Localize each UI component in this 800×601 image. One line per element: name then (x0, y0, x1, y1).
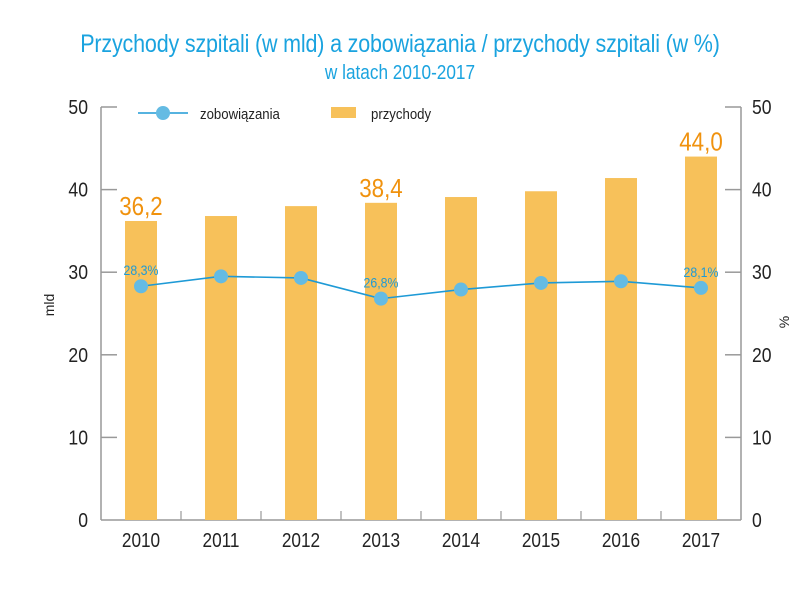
line-point-2013 (374, 291, 388, 306)
line-point-2016 (614, 274, 628, 289)
y-tick-label-left: 30 (68, 261, 88, 283)
bar-2011 (205, 216, 237, 521)
legend-label-zobowiazania: zobowiązania (200, 105, 280, 122)
line-point-2014 (454, 282, 468, 297)
legend-label-przychody: przychody (371, 105, 432, 122)
line-value-label: 26,8% (364, 275, 399, 291)
line-point-2012 (294, 270, 308, 285)
bar-2012 (285, 206, 317, 520)
line-value-label: 28,3% (124, 263, 159, 279)
x-tick-label: 2016 (602, 529, 640, 552)
y-tick-label-left: 50 (68, 96, 88, 118)
legend-marker-swatch (156, 106, 170, 120)
line-point-2017 (694, 280, 708, 295)
bar-2010 (125, 220, 157, 520)
legend: zobowiązania przychody (138, 105, 432, 122)
chart-subtitle: w latach 2010-2017 (324, 62, 476, 84)
x-tick-label: 2012 (282, 529, 320, 552)
x-tick-label: 2017 (682, 529, 720, 552)
y-tick-label-right: 40 (752, 179, 772, 201)
y-tick-label-right: 10 (752, 426, 772, 448)
line-value-label: 28,1% (684, 264, 719, 280)
data-labels: 36,2 38,4 44,0 28,3% 26,8% 28,1% (119, 128, 722, 291)
bar-2013 (365, 202, 397, 521)
bar-value-label: 44,0 (679, 128, 722, 157)
x-tick-label: 2013 (362, 529, 400, 552)
x-tick-label: 2014 (442, 529, 480, 552)
line-path (140, 275, 702, 300)
legend-bar-swatch (331, 107, 356, 118)
x-tick-label: 2011 (203, 529, 240, 552)
bar-2017 (685, 156, 717, 520)
line-point-2015 (534, 275, 548, 290)
x-tick-label: 2015 (522, 529, 560, 552)
x-tick-label: 2010 (122, 529, 160, 552)
axes: 0 10 20 30 40 50 0 10 20 30 40 50 2010 2011 2012 2013 20… (68, 96, 771, 551)
y-tick-label-left: 40 (68, 179, 88, 201)
y-tick-label-left: 20 (68, 344, 88, 366)
bar-value-label: 36,2 (119, 192, 162, 221)
y-tick-label-left: 10 (68, 426, 88, 448)
line-point-2010 (134, 279, 148, 294)
bar-series (125, 156, 717, 521)
y-tick-label-right: 30 (752, 261, 772, 283)
line-point-2011 (214, 269, 228, 284)
bar-2016 (605, 178, 637, 520)
y-axis-label-right: % (776, 316, 792, 328)
bar-2014 (445, 197, 477, 520)
chart-title: Przychody szpitali (w mld) a zobowiązani… (80, 30, 720, 58)
y-axis-label: mld (41, 294, 57, 317)
y-tick-label-right: 0 (752, 509, 762, 531)
y-tick-label-right: 50 (752, 96, 772, 118)
line-series (134, 269, 708, 306)
y-tick-label-right: 20 (752, 344, 772, 366)
bar-value-label: 38,4 (359, 174, 402, 203)
y-tick-label-left: 0 (78, 509, 88, 531)
bar-2015 (525, 191, 557, 520)
